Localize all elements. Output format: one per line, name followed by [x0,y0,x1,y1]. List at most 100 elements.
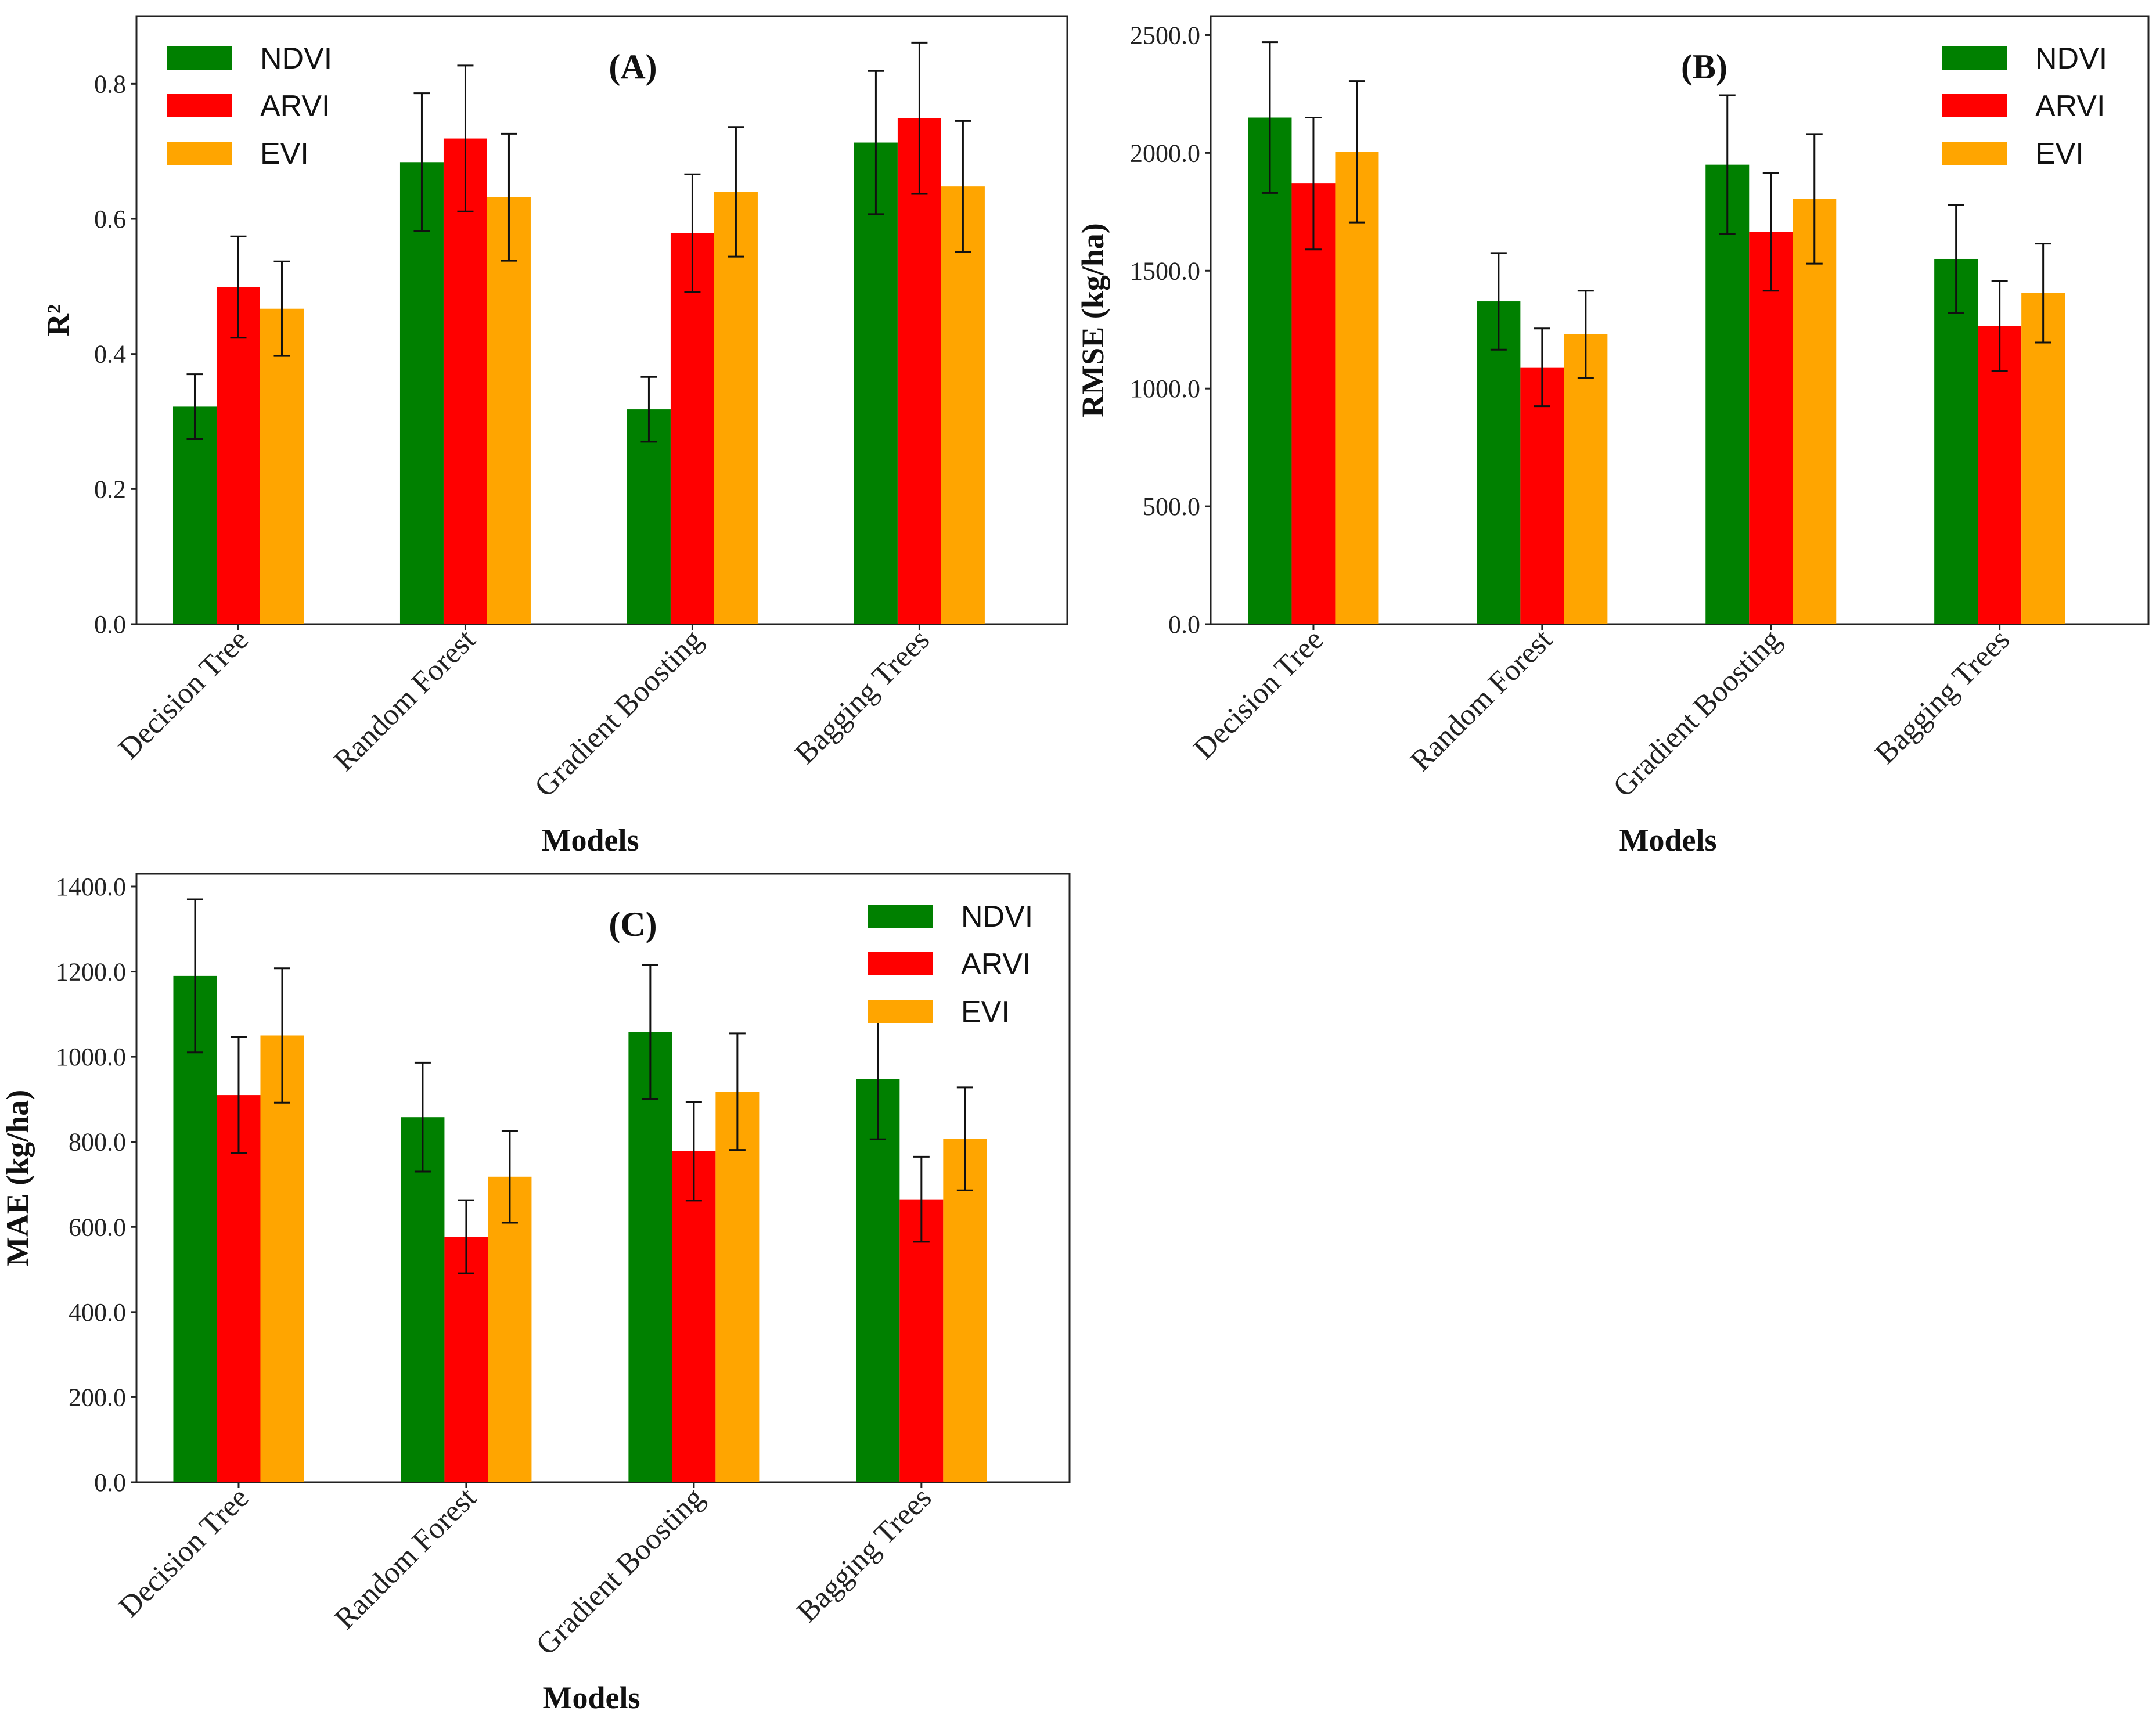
plot-frame [135,873,1071,1483]
bar-ndvi-random-forest [1477,301,1521,624]
y-tick-label: 1000.0 [1130,374,1200,403]
legend-label-evi: EVI [260,137,309,171]
legend-swatch-ndvi [1942,46,2007,70]
error-bar-ndvi-random-forest [1490,252,1507,351]
error-bar-ndvi-random-forest [414,1061,431,1173]
chart-panel-a: 0.0 0.2 0.4 0.6 0.8 Decision Tree Random Fores… [41,15,1068,858]
y-axis-title: MAE (kg/ha) [0,1090,35,1267]
error-bar-arvi-bagging-trees [1991,280,2008,372]
bar-arvi-bagging-trees [899,1199,944,1482]
bar-ndvi-bagging-trees [856,1079,900,1482]
chart-panel-b: 0.0 500.0 1000.0 1500.0 2000.0 2500.0 Decision… [1075,15,2150,858]
legend-label-arvi: ARVI [961,948,1031,981]
legend-swatch-arvi [167,94,232,117]
bar-ndvi-random-forest [399,162,444,624]
bar-arvi-decision-tree [1291,183,1336,624]
legend-label-evi: EVI [2035,137,2084,171]
error-bar-arvi-random-forest [1534,327,1550,408]
x-tick-label-decision-tree: Decision Tree [1187,623,1330,766]
y-tick-label: 1000.0 [56,1043,126,1071]
error-bar-ndvi-gradient-boosting [1719,94,1736,235]
bar-evi-gradient-boosting [715,1092,760,1482]
error-bar-arvi-decision-tree [230,1036,247,1154]
error-bar-arvi-random-forest [458,1199,474,1274]
y-tick-label: 0.4 [94,340,126,369]
x-tick-label-gradient-boosting: Gradient Boosting [528,623,709,804]
legend-swatch-evi [167,142,232,165]
bar-arvi-gradient-boosting [670,233,714,624]
legend-swatch-arvi [1942,94,2007,117]
error-bar-evi-gradient-boosting [1806,133,1823,265]
error-bar-evi-bagging-trees [956,1086,973,1191]
legend: NDVI ARVI EVI [167,42,332,171]
error-bar-ndvi-gradient-boosting [642,964,658,1100]
y-axis-title: RMSE (kg/ha) [1075,223,1110,417]
legend-label-ndvi: NDVI [961,900,1033,934]
legend-label-arvi: ARVI [2035,89,2105,123]
legend: NDVI ARVI EVI [868,900,1033,1029]
error-bar-evi-bagging-trees [2035,243,2051,344]
error-bar-evi-random-forest [1577,290,1594,379]
bar-evi-bagging-trees [2021,293,2065,624]
legend: NDVI ARVI EVI [1942,42,2107,171]
bar-evi-gradient-boosting [714,192,758,624]
y-tick-label: 200.0 [69,1383,126,1411]
bar-arvi-gradient-boosting [672,1151,716,1482]
error-bar-arvi-gradient-boosting [684,173,701,293]
y-axis-title: R² [41,304,75,336]
bar-arvi-random-forest [1520,367,1564,624]
error-bar-evi-gradient-boosting [729,1032,746,1151]
error-bar-ndvi-bagging-trees [1948,204,1964,314]
panel-label: (C) [609,905,657,943]
x-axis-title: Models [543,1680,640,1715]
bar-ndvi-decision-tree [173,975,217,1482]
y-tick-label: 0.0 [1168,610,1200,639]
error-bar-arvi-bagging-trees [913,1155,930,1243]
y-tick-label: 1500.0 [1130,257,1200,285]
bar-evi-bagging-trees [943,1139,987,1482]
legend-swatch-arvi [868,952,933,975]
bar-ndvi-gradient-boosting [628,1032,672,1482]
bar-arvi-bagging-trees [1978,326,2022,624]
error-bar-evi-decision-tree [273,967,290,1104]
bar-evi-gradient-boosting [1793,199,1837,624]
y-tick-label: 500.0 [1143,492,1200,521]
x-axis-title: Models [1619,823,1717,858]
error-bar-ndvi-bagging-trees [868,70,884,215]
bar-evi-decision-tree [260,308,304,624]
error-bar-arvi-bagging-trees [911,41,928,195]
bar-arvi-bagging-trees [897,118,941,624]
bar-arvi-gradient-boosting [1749,232,1793,624]
y-tick-label: 1200.0 [56,958,126,986]
chart-panel-c: 0.0 200.0 400.0 600.0 800.0 1000.0 1200.0 1400.… [0,873,1071,1715]
error-bar-evi-decision-tree [273,260,290,357]
legend-swatch-ndvi [868,905,933,928]
bar-ndvi-gradient-boosting [627,409,671,624]
y-tick-label: 0.6 [94,205,126,233]
x-tick-label-decision-tree: Decision Tree [113,1481,255,1624]
x-tick-label-bagging-trees: Bagging Trees [791,1481,938,1629]
y-tick-label: 0.2 [94,475,126,503]
error-bar-ndvi-gradient-boosting [640,376,657,443]
panel-label: (B) [1681,48,1727,86]
bar-arvi-decision-tree [216,287,260,624]
x-tick-label-decision-tree: Decision Tree [112,623,255,766]
plot-frame [1210,15,2150,625]
y-tick-label: 800.0 [69,1128,126,1157]
y-tick-label: 2500.0 [1130,21,1200,49]
x-tick-label-gradient-boosting: Gradient Boosting [1607,623,1787,804]
error-bar-evi-decision-tree [1348,80,1365,224]
bar-evi-bagging-trees [941,186,985,624]
legend-swatch-evi [868,1000,933,1023]
x-tick-label-gradient-boosting: Gradient Boosting [530,1481,710,1662]
error-bar-ndvi-random-forest [413,92,430,232]
bar-evi-random-forest [1564,334,1608,624]
bar-arvi-random-forest [443,138,487,624]
bar-evi-decision-tree [1335,152,1379,624]
y-tick-label: 600.0 [69,1213,126,1241]
error-bar-arvi-gradient-boosting [1762,172,1779,292]
legend-label-evi: EVI [961,995,1010,1029]
bar-ndvi-bagging-trees [854,142,898,624]
x-tick-label-random-forest: Random Forest [1404,623,1558,777]
